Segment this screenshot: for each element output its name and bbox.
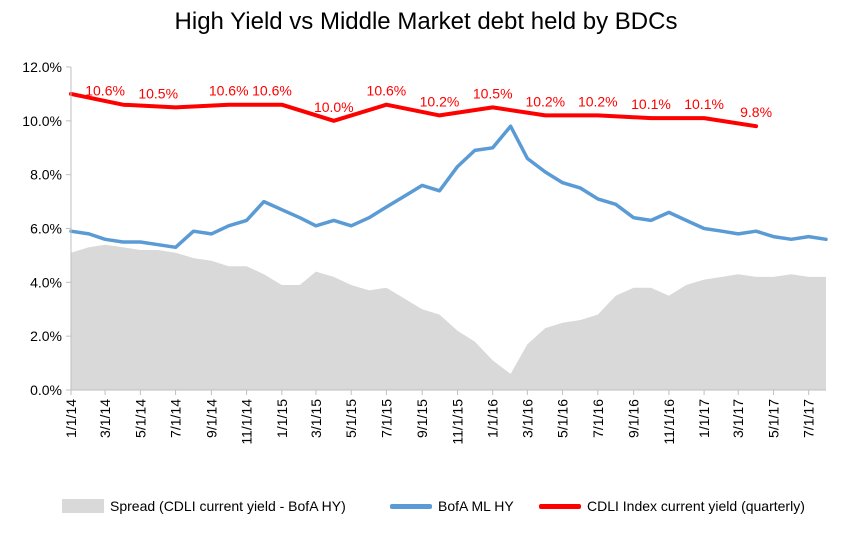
y-tick-label: 10.0% bbox=[22, 113, 62, 129]
x-tick-label: 1/1/15 bbox=[274, 399, 290, 438]
series-line-bofa-hy bbox=[69, 124, 828, 250]
x-tick-label: 7/1/17 bbox=[801, 399, 817, 438]
data-label-cdli-5: 10.6% bbox=[367, 83, 407, 99]
x-tick-label: 1/1/16 bbox=[485, 399, 501, 438]
data-label-cdli-2: 10.6% bbox=[209, 83, 249, 99]
chart-title: High Yield vs Middle Market debt held by… bbox=[174, 8, 678, 35]
x-tick-label: 1/1/17 bbox=[696, 399, 712, 438]
data-label-cdli-9: 10.2% bbox=[578, 93, 618, 109]
data-label-cdli-7: 10.5% bbox=[473, 85, 513, 101]
series-line-cdli bbox=[69, 91, 759, 129]
legend-label-spread: Spread (CDLI current yield - BofA HY) bbox=[110, 498, 346, 514]
y-tick-label: 0.0% bbox=[30, 382, 62, 398]
legend-swatch-spread bbox=[62, 499, 104, 513]
y-tick-label: 6.0% bbox=[30, 221, 62, 237]
chart-legend: Spread (CDLI current yield - BofA HY) Bo… bbox=[0, 494, 852, 518]
y-tick-label: 8.0% bbox=[30, 167, 62, 183]
data-label-cdli-12: 9.8% bbox=[740, 104, 772, 120]
x-tick-label: 3/1/15 bbox=[308, 399, 324, 438]
x-tick-label: 9/1/14 bbox=[203, 399, 219, 438]
data-label-cdli-0: 10.6% bbox=[85, 83, 125, 99]
x-tick-label: 9/1/15 bbox=[414, 399, 430, 438]
series-area-spread bbox=[71, 244, 826, 390]
data-label-cdli-1: 10.5% bbox=[138, 85, 178, 101]
x-tick-label: 5/1/17 bbox=[765, 399, 781, 438]
y-tick-label: 4.0% bbox=[30, 274, 62, 290]
x-tick-label: 7/1/15 bbox=[378, 399, 394, 438]
x-tick-label: 7/1/16 bbox=[590, 399, 606, 438]
y-tick-label: 12.0% bbox=[22, 59, 62, 75]
x-tick-label: 3/1/17 bbox=[730, 399, 746, 438]
legend-swatch-cdli bbox=[539, 503, 581, 509]
x-tick-label: 1/1/14 bbox=[63, 399, 79, 438]
x-tick-label: 11/1/16 bbox=[661, 399, 677, 445]
x-tick-label: 7/1/14 bbox=[168, 399, 184, 438]
legend-item-cdli: CDLI Index current yield (quarterly) bbox=[539, 498, 805, 514]
data-label-cdli-8: 10.2% bbox=[525, 93, 565, 109]
x-tick-label: 11/1/15 bbox=[449, 399, 465, 445]
y-tick-label: 2.0% bbox=[30, 328, 62, 344]
legend-item-spread: Spread (CDLI current yield - BofA HY) bbox=[62, 498, 346, 514]
legend-label-bofa: BofA ML HY bbox=[438, 498, 514, 514]
legend-label-cdli: CDLI Index current yield (quarterly) bbox=[587, 498, 805, 514]
x-tick-label: 9/1/16 bbox=[626, 399, 642, 438]
data-label-cdli-6: 10.2% bbox=[420, 93, 460, 109]
x-tick-label: 11/1/14 bbox=[239, 399, 255, 445]
data-label-cdli-4: 10.0% bbox=[314, 99, 354, 115]
x-tick-label: 5/1/16 bbox=[555, 399, 571, 438]
x-tick-label: 3/1/16 bbox=[519, 399, 535, 438]
x-tick-label: 5/1/15 bbox=[343, 399, 359, 438]
x-tick-label: 5/1/14 bbox=[132, 399, 148, 438]
data-label-cdli-11: 10.1% bbox=[684, 96, 724, 112]
data-label-cdli-3: 10.6% bbox=[252, 83, 292, 99]
legend-item-bofa: BofA ML HY bbox=[390, 498, 514, 514]
legend-swatch-bofa bbox=[390, 503, 432, 509]
x-tick-label: 3/1/14 bbox=[97, 399, 113, 438]
data-label-cdli-10: 10.1% bbox=[631, 96, 671, 112]
